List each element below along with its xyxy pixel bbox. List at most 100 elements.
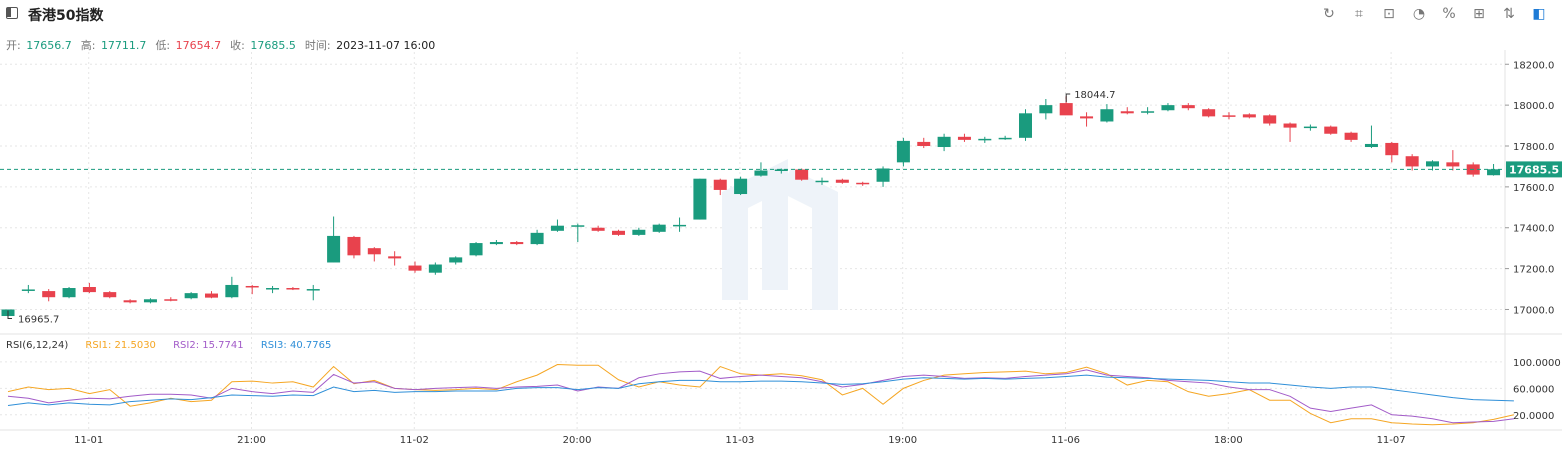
candle-body [103,292,117,298]
candle-body [510,242,524,245]
candle-body [1120,111,1134,114]
candle-body [266,288,280,290]
candle-body [347,236,361,256]
last-price-label: 17685.5 [1509,163,1559,176]
candle-body [428,264,442,273]
candle-body [1426,161,1439,167]
candle-body [327,235,341,263]
x-tick-label: 20:00 [563,435,592,446]
candle-body [449,257,463,263]
candle-body [1161,105,1175,111]
candle-body [1446,162,1460,167]
candle-body [1019,113,1032,138]
candle-body [1344,132,1358,140]
y-tick-label: 17400.0 [1513,224,1554,235]
candle-body [1141,111,1155,113]
y-tick-label: 17600.0 [1513,183,1554,194]
time-label: 时间: [304,39,331,52]
candle-body [713,179,727,190]
candle-body [62,288,76,298]
candle-body [82,287,96,293]
sort-icon[interactable]: ⇅ [1503,6,1515,22]
candle-body [1080,116,1094,119]
close-value: 17685.5 [250,39,296,52]
indicator-icon[interactable]: ⊡ [1383,6,1395,22]
candle-body [164,299,178,301]
candle-body [795,169,809,180]
candle-body [734,178,748,195]
rsi-tick-label: 100.0000 [1513,358,1561,369]
min-marker [7,310,12,319]
candle-body [1202,109,1216,117]
candle-body [754,170,768,176]
candle-body [1100,109,1114,122]
candle-body [937,136,951,148]
chart-logo-icon [6,7,18,19]
candle-body [571,225,585,227]
x-tick-label: 19:00 [888,435,917,446]
chart-header: 香港50指数 ↻ ⌗ ⊡ ◔% ⊞ ⇅ ◧ [0,0,1562,28]
candle-body [550,225,564,231]
candle-body [1364,143,1378,148]
rsi-legend: RSI(6,12,24) RSI1: 21.5030 RSI2: 15.7741… [6,340,345,351]
candle-body [367,248,381,255]
x-tick-label: 11-06 [1051,435,1080,446]
candle-body [123,300,137,303]
rsi-legend-name: RSI(6,12,24) [6,340,69,351]
high-label: 高: [80,39,96,52]
y-tick-label: 17200.0 [1513,265,1554,276]
candle-body [1181,105,1195,109]
candle-body [1324,126,1338,134]
x-tick-label: 11-03 [725,435,754,446]
x-tick-label: 11-07 [1377,435,1406,446]
draw-icon[interactable]: ⌗ [1355,6,1363,22]
candle-body [489,242,503,245]
chart-title: 香港50指数 [28,8,104,24]
rsi1-legend: RSI1: 21.5030 [85,340,156,351]
open-value: 17656.7 [26,39,72,52]
candle-body [673,224,687,227]
rsi2-legend: RSI2: 15.7741 [173,340,244,351]
candle-body [143,299,157,303]
min-price-label: 16965.7 [18,314,59,325]
candle-body [245,285,259,288]
candle-body [591,227,605,231]
x-tick-label: 11-01 [74,435,103,446]
rsi3-line [7,374,1514,407]
candle-body [1303,126,1317,129]
pie-icon[interactable]: ◔ [1412,6,1426,22]
layout-icon[interactable]: ⊞ [1473,6,1485,22]
high-value: 17711.7 [100,39,147,52]
candle-body [652,224,666,232]
candle-body [1039,105,1053,114]
candle-body [632,229,646,235]
candle-body [1283,123,1297,128]
candle-body [388,256,402,259]
candle-body [1242,114,1256,118]
candle-body [1263,115,1277,124]
percent-icon[interactable]: % [1442,6,1456,22]
candle-body [42,291,56,298]
candle-body [1405,156,1419,167]
last-price-tag [1506,161,1562,178]
candle-body [835,179,849,183]
low-label: 低: [155,39,171,52]
candle-body [286,288,300,290]
watermark-logo [722,158,838,310]
candle-body [693,178,707,220]
rsi-tick-label: 20.0000 [1513,411,1554,422]
candle-body [184,293,198,299]
candle-body [225,284,239,298]
refresh-icon[interactable]: ↻ [1323,6,1335,22]
ohlc-readout: 开: 17656.7 高: 17711.7 低: 17654.7 收: 1768… [6,37,437,53]
candle-body [1385,142,1399,156]
rsi2-line [7,369,1514,424]
y-tick-label: 18000.0 [1513,101,1554,112]
candle-body [306,289,320,291]
candle-body [612,230,625,235]
candle-body [1059,103,1073,116]
x-tick-label: 11-02 [400,435,429,446]
candle-body [21,289,35,291]
panel-icon[interactable]: ◧ [1532,6,1546,22]
